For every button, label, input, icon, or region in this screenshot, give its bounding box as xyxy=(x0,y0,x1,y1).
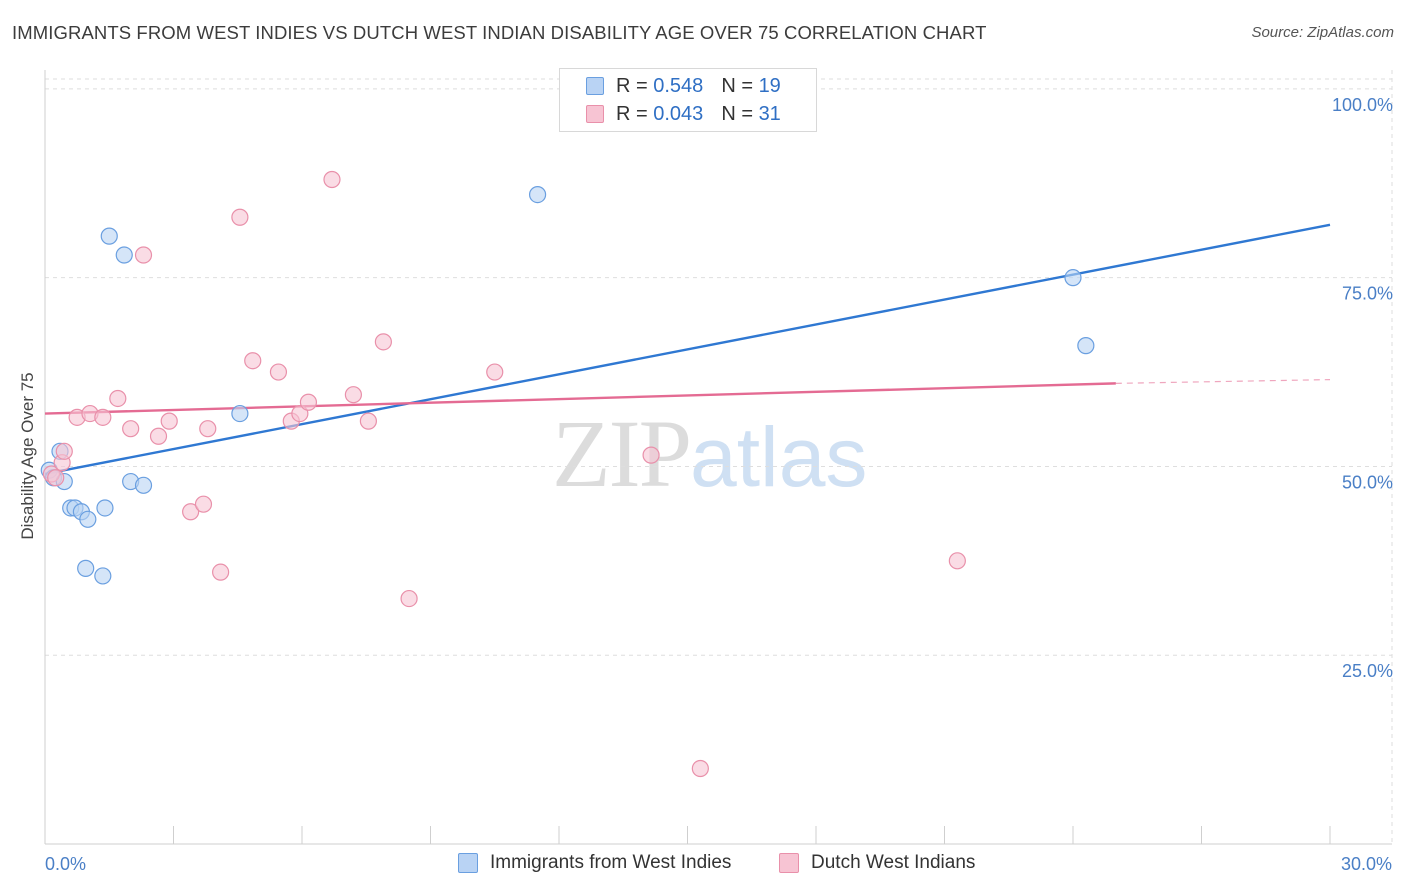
point-west-indies xyxy=(1064,269,1082,287)
point-west-indies xyxy=(94,567,112,585)
point-dutch-west-indian xyxy=(691,759,709,778)
legend-r-label: R = xyxy=(616,74,648,97)
legend-n-label: N = xyxy=(721,102,753,125)
series-legend-dutch-west-indian: Dutch West Indians xyxy=(779,852,975,874)
series-label: Dutch West Indians xyxy=(811,852,976,873)
point-dutch-west-indian xyxy=(486,363,504,381)
legend-r-label: R = xyxy=(616,102,648,125)
series-swatch-pink xyxy=(779,853,799,873)
legend-n-value: 31 xyxy=(758,102,781,125)
y-tick-label: 50.0% xyxy=(1342,472,1393,492)
point-dutch-west-indian xyxy=(55,442,73,460)
legend-n-label: N = xyxy=(721,74,753,97)
point-west-indies xyxy=(115,246,133,264)
point-dutch-west-indian xyxy=(269,363,288,381)
point-dutch-west-indian xyxy=(182,503,200,521)
legend-row-west-indies: R = 0.548 N = 19 xyxy=(586,73,781,99)
point-dutch-west-indian xyxy=(160,412,178,430)
legend-swatch-pink xyxy=(586,105,604,123)
watermark-zip: ZIP xyxy=(552,400,692,507)
watermark-atlas: atlas xyxy=(690,410,868,504)
legend-r-value: 0.548 xyxy=(653,74,704,97)
point-dutch-west-indian xyxy=(359,412,377,430)
axes xyxy=(44,70,1392,845)
point-west-indies xyxy=(96,499,114,517)
point-dutch-west-indian xyxy=(323,170,341,189)
point-dutch-west-indian xyxy=(244,352,262,370)
x-tick-label: 0.0% xyxy=(45,854,86,874)
legend-row-dutch-west-indian: R = 0.043 N = 31 xyxy=(586,101,781,127)
point-dutch-west-indian xyxy=(948,552,966,570)
point-west-indies xyxy=(134,476,153,494)
data-points xyxy=(40,170,1095,778)
point-dutch-west-indian xyxy=(344,386,362,404)
series-swatch-blue xyxy=(458,853,478,873)
point-dutch-west-indian xyxy=(400,589,418,608)
point-dutch-west-indian xyxy=(212,563,230,581)
y-tick-label: 75.0% xyxy=(1342,284,1393,304)
legend-r-value: 0.043 xyxy=(653,102,704,125)
point-dutch-west-indian xyxy=(134,246,153,264)
chart-title: IMMIGRANTS FROM WEST INDIES VS DUTCH WES… xyxy=(12,22,987,43)
point-dutch-west-indian xyxy=(291,404,309,423)
gridlines xyxy=(45,70,1393,844)
y-tick-label: 100.0% xyxy=(1332,95,1393,115)
legend-swatch-blue xyxy=(586,77,604,95)
point-dutch-west-indian xyxy=(642,446,660,464)
point-dutch-west-indian xyxy=(194,495,213,513)
legend-n-value: 19 xyxy=(758,74,781,97)
point-west-indies xyxy=(528,185,547,204)
y-tick-label: 25.0% xyxy=(1342,661,1393,681)
point-west-indies xyxy=(77,559,95,577)
tick-labels: 25.0% 50.0% 75.0% 100.0% 0.0% 30.0% xyxy=(45,95,1393,874)
series-label: Immigrants from West Indies xyxy=(490,852,732,873)
point-west-indies xyxy=(1077,337,1095,355)
trend-line-west-indies xyxy=(44,223,1331,476)
point-west-indies xyxy=(100,227,118,245)
point-dutch-west-indian xyxy=(199,420,217,438)
point-west-indies xyxy=(79,510,97,528)
point-dutch-west-indian xyxy=(299,393,318,411)
trend-line-dutch-west-indian xyxy=(44,382,1116,415)
trend-extension-dutch-west-indian xyxy=(1115,379,1331,384)
point-dutch-west-indian xyxy=(94,408,112,426)
point-dutch-west-indian xyxy=(374,333,392,351)
trend-lines xyxy=(44,223,1331,476)
point-dutch-west-indian xyxy=(47,469,65,487)
series-legend-west-indies: Immigrants from West Indies xyxy=(458,852,731,874)
source-credit: Source: ZipAtlas.com xyxy=(1251,24,1394,41)
point-dutch-west-indian xyxy=(122,420,140,438)
x-tick-label: 30.0% xyxy=(1341,854,1392,874)
point-dutch-west-indian xyxy=(231,208,249,226)
point-dutch-west-indian xyxy=(109,389,127,408)
correlation-legend: R = 0.548 N = 19 R = 0.043 N = 31 xyxy=(559,68,817,132)
watermark: ZIPatlas xyxy=(552,398,867,509)
point-west-indies xyxy=(231,404,249,423)
point-dutch-west-indian xyxy=(149,427,168,445)
